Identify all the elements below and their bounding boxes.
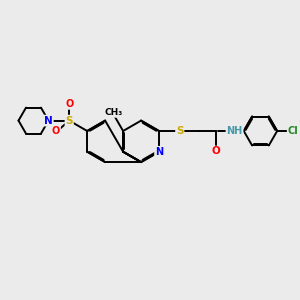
Text: O: O (52, 126, 60, 136)
Text: N: N (155, 147, 163, 157)
Text: NH: NH (226, 126, 243, 136)
Text: O: O (65, 99, 73, 109)
Text: Cl: Cl (288, 126, 298, 136)
Text: N: N (44, 116, 53, 126)
Text: S: S (65, 116, 73, 126)
Text: O: O (212, 146, 220, 156)
Text: CH₃: CH₃ (105, 108, 123, 117)
Text: S: S (176, 126, 184, 136)
